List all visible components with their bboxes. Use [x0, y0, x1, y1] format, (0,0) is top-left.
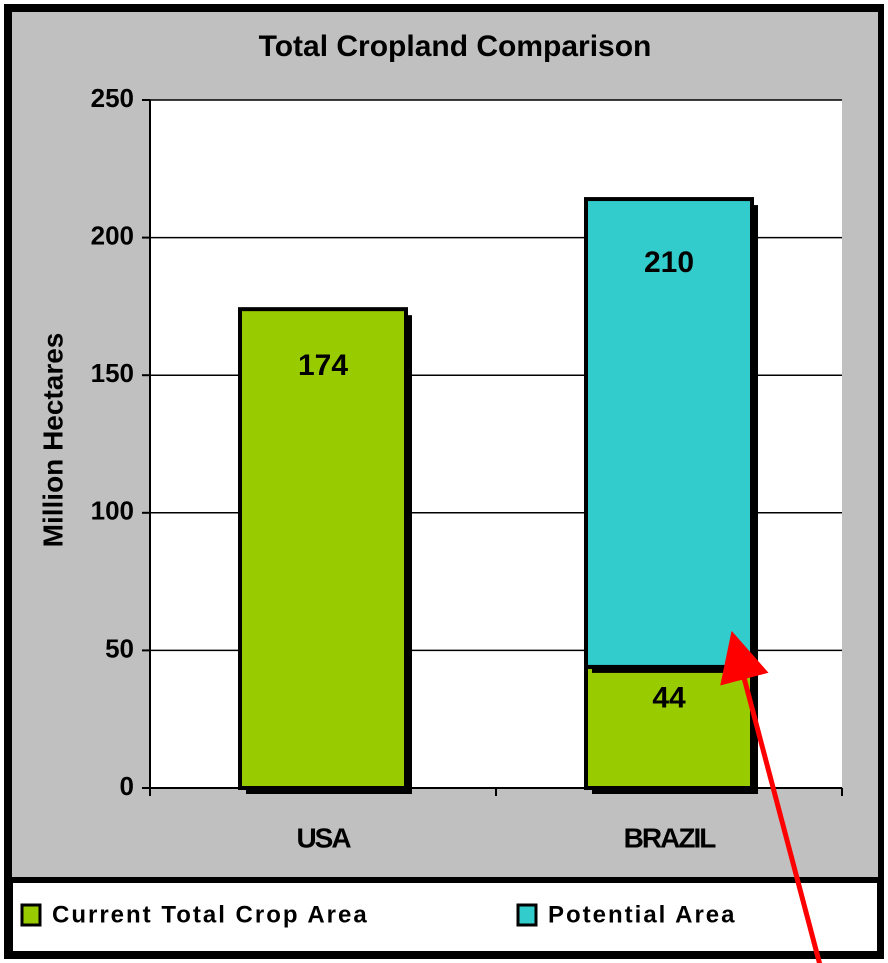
y-axis-label: Million Hectares — [37, 333, 68, 548]
y-tick-label: 0 — [120, 771, 134, 801]
legend-label: Current Total Crop Area — [52, 901, 369, 928]
y-tick-label: 150 — [91, 358, 134, 388]
legend-swatch — [516, 903, 538, 927]
y-tick-label: 50 — [105, 633, 134, 663]
annotation: 210 — [644, 246, 694, 279]
arrow — [720, 630, 823, 963]
x-tick-label: USA — [296, 822, 351, 853]
chart-title: Total Cropland Comparison — [259, 30, 652, 63]
y-tick-label: 250 — [91, 83, 134, 113]
legend-swatch — [20, 903, 42, 927]
legend-box — [11, 881, 879, 953]
legend-label: Potential Area — [548, 901, 737, 928]
x-tick-label: BRAZIL — [624, 822, 717, 853]
value-label: 174 — [298, 349, 348, 382]
bar — [238, 307, 408, 790]
y-tick-label: 200 — [91, 220, 134, 250]
value-label: 44 — [652, 682, 686, 715]
y-tick-label: 100 — [91, 496, 134, 526]
bar — [584, 197, 754, 669]
